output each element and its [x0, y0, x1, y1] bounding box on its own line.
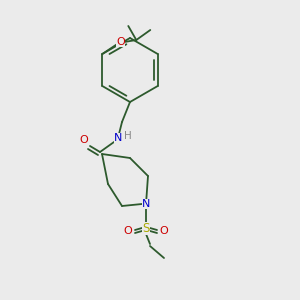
Text: S: S [142, 221, 150, 235]
Text: O: O [80, 135, 88, 145]
Text: O: O [160, 226, 168, 236]
Text: H: H [124, 131, 132, 141]
Text: O: O [124, 226, 132, 236]
Text: N: N [142, 199, 150, 209]
Text: N: N [114, 133, 122, 143]
Text: O: O [116, 37, 125, 47]
